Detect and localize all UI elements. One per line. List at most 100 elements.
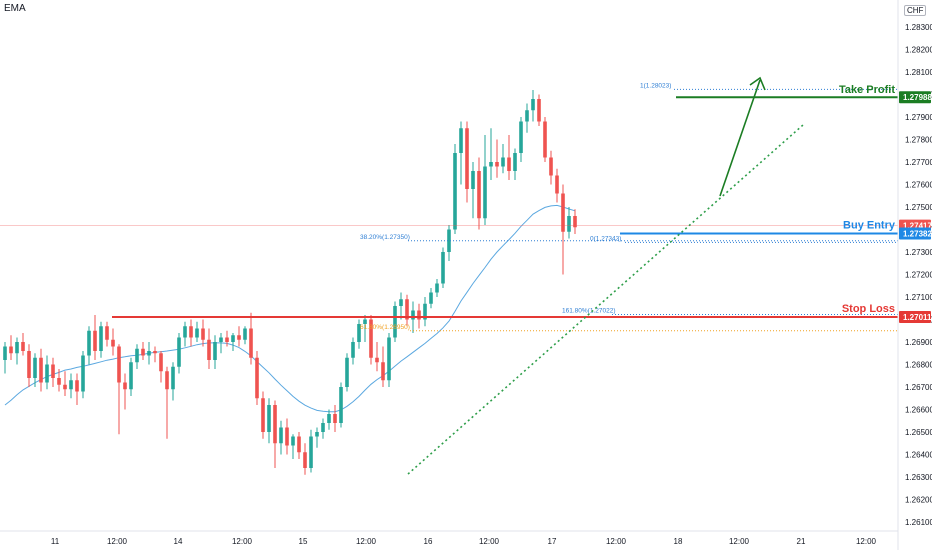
y-tick-label: 1.28200: [905, 46, 932, 55]
candle-body: [345, 357, 349, 387]
candle-body: [243, 328, 247, 340]
overlays: 1(1.28023) 38.20%(1.27350) 0(1.27343) 161.8…: [0, 76, 898, 475]
x-tick-label: 17: [548, 537, 557, 546]
candle-body: [387, 337, 391, 381]
candle-body: [159, 353, 163, 372]
x-tick-label: 12:00: [606, 537, 627, 546]
candle-body: [39, 357, 43, 383]
y-tick-label: 1.28300: [905, 23, 932, 32]
candle-body: [573, 216, 577, 228]
candle-body: [3, 346, 7, 360]
arrow-head-icon: [749, 76, 766, 91]
candle-body: [165, 371, 169, 390]
candle-body: [177, 337, 181, 367]
candle-body: [447, 229, 451, 252]
stop-loss-price-badge-bg: [899, 311, 931, 324]
candle-body: [87, 330, 91, 356]
y-tick-label: 1.27800: [905, 136, 932, 145]
candle-body: [147, 351, 151, 356]
x-tick-label: 12:00: [729, 537, 750, 546]
candle-body: [171, 366, 175, 390]
time-axis: 11 12:00 14 12:00 15 12:00 16 12:00 17 12:00 18 12:…: [0, 530, 898, 546]
candle-body: [375, 357, 379, 363]
candle-body: [489, 162, 493, 167]
candle-body: [297, 436, 301, 453]
y-tick-label: 1.27900: [905, 113, 932, 122]
candle-body: [465, 128, 469, 189]
ema-indicator-label[interactable]: EMA: [4, 3, 26, 14]
candle-body: [219, 337, 223, 342]
candle-body: [303, 452, 307, 468]
y-tick-label: 1.26700: [905, 383, 932, 392]
candle-body: [477, 171, 481, 219]
current-price-badge: 1.27417: [903, 222, 932, 231]
candle-body: [471, 171, 475, 189]
candle-body: [207, 339, 211, 360]
candle-body: [231, 335, 235, 342]
candle-body: [519, 121, 523, 153]
candle-body: [15, 342, 19, 354]
take-profit-price-badge: 1.27988: [903, 93, 932, 102]
candle-body: [429, 292, 433, 304]
candle-body: [483, 166, 487, 219]
y-tick-label: 1.26100: [905, 518, 932, 527]
candle-body: [255, 357, 259, 399]
y-tick-label: 1.26500: [905, 428, 932, 437]
candle-body: [549, 157, 553, 176]
x-tick-label: 12:00: [107, 537, 128, 546]
candle-body: [441, 252, 445, 284]
candle-body: [537, 99, 541, 122]
stop-loss-price-badge: 1.27011: [903, 313, 932, 322]
candle-body: [9, 346, 13, 354]
candle-body: [369, 319, 373, 358]
candle-body: [33, 357, 37, 378]
x-tick-label: 12:00: [356, 537, 377, 546]
candle-body: [261, 398, 265, 432]
buy-entry-price-badge: 1.27382: [903, 230, 932, 239]
x-tick-label: 15: [299, 537, 308, 546]
fib-level-label: 38.20%(1.27350): [360, 234, 410, 241]
candle-body: [183, 326, 187, 338]
candle-body: [81, 355, 85, 392]
y-tick-label: 1.26200: [905, 496, 932, 505]
candle-body: [267, 405, 271, 432]
projection-arrow: [719, 79, 761, 197]
candle-body: [213, 342, 217, 360]
candle-body: [405, 299, 409, 320]
candle-body: [93, 330, 97, 351]
candle-body: [351, 342, 355, 358]
candle-body: [555, 175, 559, 194]
candle-body: [411, 310, 415, 320]
candle-body: [459, 128, 463, 153]
candle-body: [453, 153, 457, 230]
candle-body: [417, 310, 421, 320]
candle-body: [51, 364, 55, 378]
candle-body: [273, 405, 277, 444]
candle-body: [561, 193, 565, 232]
candle-body: [117, 346, 121, 383]
candle-body: [357, 324, 361, 342]
candle-body: [315, 432, 319, 437]
y-tick-label: 1.27500: [905, 203, 932, 212]
candle-body: [105, 326, 109, 340]
candle-body: [363, 319, 367, 324]
y-tick-label: 1.26300: [905, 473, 932, 482]
currency-badge[interactable]: CHF: [904, 5, 927, 16]
x-tick-label: 11: [51, 537, 60, 546]
fib-level-label: 1(1.28023): [640, 82, 671, 89]
y-tick-label: 1.28100: [905, 68, 932, 77]
candle-body: [237, 335, 241, 340]
candle-body: [111, 339, 115, 347]
candle-body: [21, 342, 25, 351]
candle-body: [327, 414, 331, 423]
candle-body: [45, 364, 49, 383]
candle-body: [69, 380, 73, 390]
candle-body: [381, 362, 385, 381]
x-tick-label: 12:00: [856, 537, 877, 546]
y-tick-label: 1.27700: [905, 158, 932, 167]
candle-body: [57, 378, 61, 385]
candle-body: [279, 427, 283, 444]
candle-body: [99, 326, 103, 351]
